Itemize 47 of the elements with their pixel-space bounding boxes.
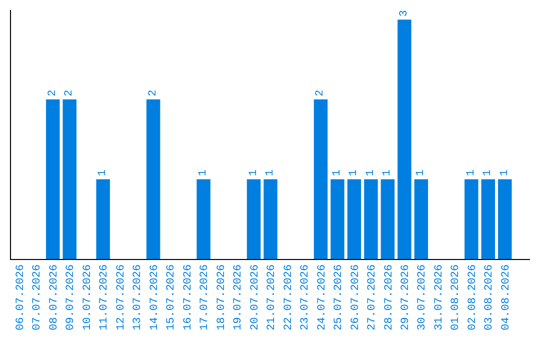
x-tick-label: 29.07.2026 <box>400 264 412 330</box>
x-tick-label: 26.07.2026 <box>350 264 362 330</box>
x-tick-label: 02.08.2026 <box>466 264 479 330</box>
x-tick-label: 10.07.2026 <box>82 264 94 330</box>
x-tick-label: 30.07.2026 <box>416 264 429 330</box>
x-tick-label: 13.07.2026 <box>132 264 144 330</box>
data-label: 1 <box>498 169 511 176</box>
x-tick-label: 15.07.2026 <box>166 264 178 330</box>
data-label: 1 <box>382 169 394 176</box>
x-tick-label: 09.07.2026 <box>65 264 78 330</box>
x-tick-label: 07.07.2026 <box>32 264 44 330</box>
x-tick-label: 21.07.2026 <box>266 264 278 330</box>
x-tick-label: 27.07.2026 <box>366 264 379 330</box>
x-tick-label: 04.08.2026 <box>500 264 512 330</box>
x-tick-label: 01.08.2026 <box>450 264 462 330</box>
x-tick-label: 08.07.2026 <box>48 264 60 330</box>
data-label: 2 <box>314 90 327 96</box>
data-label: 1 <box>364 169 377 176</box>
x-tick-label: 12.07.2026 <box>115 264 128 330</box>
x-tick-label: 22.07.2026 <box>282 264 295 330</box>
x-tick-label: 23.07.2026 <box>300 264 312 330</box>
data-label: 2 <box>64 90 76 96</box>
data-label: 2 <box>46 90 59 96</box>
x-tick-label: 03.08.2026 <box>484 264 496 330</box>
x-tick-label: 16.07.2026 <box>182 264 194 330</box>
data-label: 1 <box>482 169 494 176</box>
x-tick-label: 24.07.2026 <box>316 264 328 330</box>
data-label: 3 <box>398 10 410 17</box>
x-tick-label: 28.07.2026 <box>383 264 396 330</box>
x-tick-label: 20.07.2026 <box>249 264 262 330</box>
data-label: 1 <box>415 169 428 176</box>
data-label: 1 <box>198 169 210 176</box>
data-label: 1 <box>465 169 478 176</box>
x-tick-label: 25.07.2026 <box>333 264 346 330</box>
data-label: 1 <box>348 169 360 176</box>
data-label: 2 <box>147 90 160 96</box>
data-label: 1 <box>97 169 110 176</box>
x-tick-label: 06.07.2026 <box>14 264 27 330</box>
x-tick-label: 17.07.2026 <box>199 264 212 330</box>
data-label: 1 <box>248 169 260 176</box>
x-tick-label: 14.07.2026 <box>148 264 161 330</box>
x-tick-label: 18.07.2026 <box>216 264 228 330</box>
x-tick-label: 19.07.2026 <box>232 264 245 330</box>
x-tick-label: 11.07.2026 <box>98 264 111 330</box>
data-label: 1 <box>264 169 276 176</box>
data-label: 1 <box>331 169 344 176</box>
x-tick-label: 31.07.2026 <box>433 264 446 330</box>
